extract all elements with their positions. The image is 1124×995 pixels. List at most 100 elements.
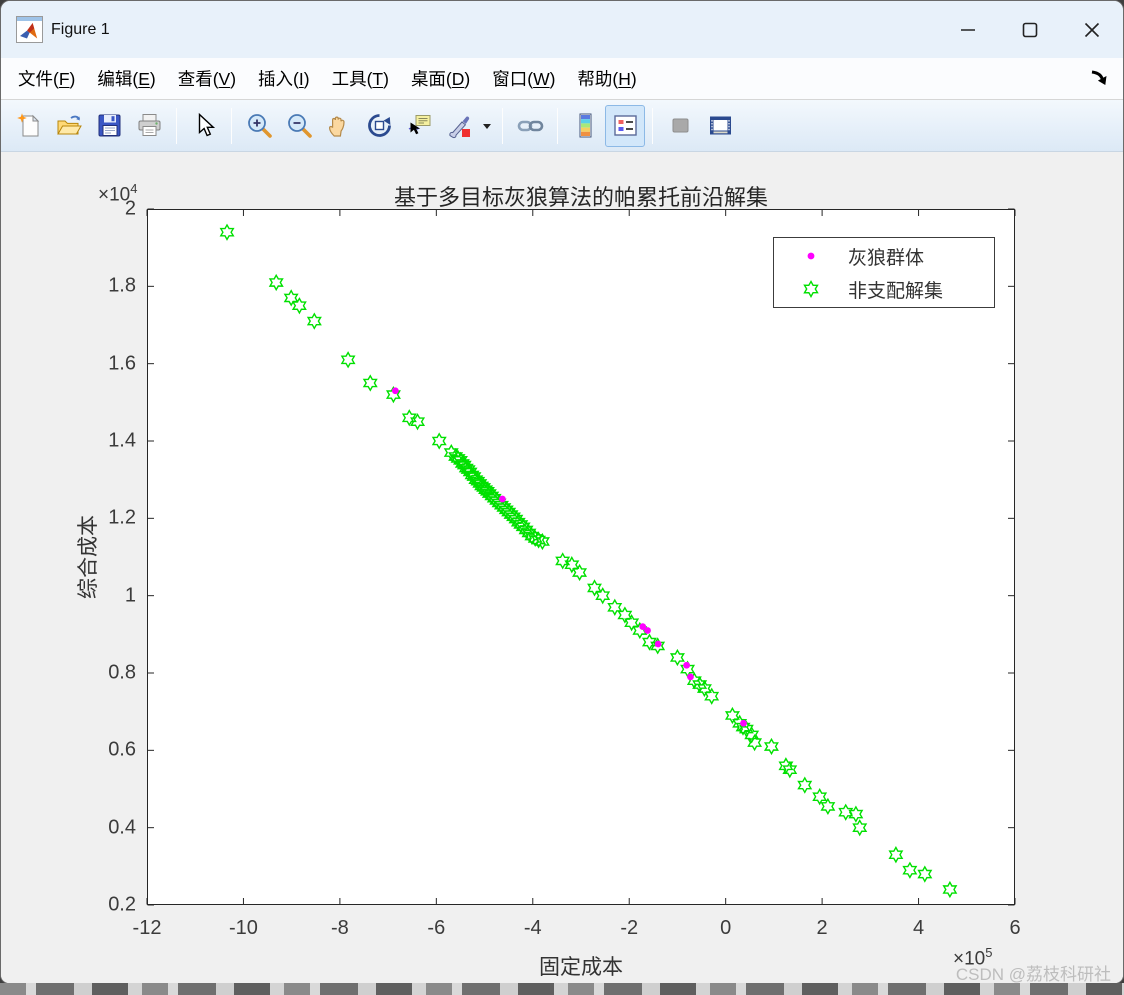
legend-row: 灰狼群体 [774,240,994,273]
hexagram-marker [587,579,602,597]
y-tick-label: 0.8 [108,661,136,684]
hexagram-marker [704,687,720,705]
menu-item-tools[interactable]: 工具(T) [331,68,389,89]
toolbar-separator [502,107,503,144]
new-figure-button[interactable] [9,105,49,147]
dot-marker [683,661,691,669]
y-tick-label: 1.8 [108,274,136,297]
y-tick-label: 1 [124,584,136,607]
legend[interactable]: 灰狼群体 非支配解集 [773,237,995,308]
figure-canvas: 基于多目标灰狼算法的帕累托前沿解集 ×104 -12 -10 -8 -6 -4 -2 0 2 4… [1,152,1123,983]
x-tick-label: -2 [620,917,639,939]
insert-legend-button[interactable] [605,104,645,147]
save-figure-icon [98,114,120,137]
new-figure-icon [16,113,39,137]
edit-plot-button[interactable] [184,105,224,147]
link-plot-icon [517,120,543,132]
dot-marker [498,495,506,503]
x-tick-label: -4 [523,917,542,939]
hexagram-marker [852,819,868,837]
brush-button[interactable] [439,105,479,147]
hexagram-marker [454,454,470,473]
menu-item-insert[interactable]: 插入(I) [258,68,310,89]
hexagram-marker [669,648,685,667]
hexagram-marker [431,432,447,450]
minimize-icon [961,28,975,31]
print-figure-button[interactable] [129,105,169,147]
hexagram-marker [782,761,798,779]
x-tick-label: -10 [228,917,258,939]
window-controls [937,1,1123,58]
dot-marker [654,640,662,648]
legend-hexagram-marker [774,278,848,300]
title-bar[interactable]: Figure 1 [1,1,1123,58]
menu-item-view[interactable]: 查看(V) [177,68,237,89]
brush-icon [448,116,470,139]
dock-arrow-icon[interactable] [1087,66,1113,92]
hide-plot-tools-icon [672,118,688,133]
zoom-out-button[interactable] [279,105,319,147]
dot-marker [740,719,747,727]
hexagram-marker [268,273,284,292]
y-tick-label: 0.2 [108,893,136,916]
close-button[interactable] [1061,1,1123,58]
scatter-plot-svg [146,208,1016,906]
link-plot-button[interactable] [510,105,550,147]
legend-row: 非支配解集 [774,273,994,306]
insert-colorbar-button[interactable] [565,105,605,147]
toolbar-separator [231,107,232,144]
hexagram-marker [650,637,666,655]
dock-figure-button[interactable] [700,105,740,147]
hexagram-marker [555,552,571,570]
menu-item-help[interactable]: 帮助(H) [577,68,637,89]
pan-icon [328,116,345,137]
hexagram-marker [340,351,356,369]
data-cursor-button[interactable] [399,105,439,147]
hexagram-marker [510,513,526,531]
hexagram-marker [763,737,779,756]
hide-plot-tools-button[interactable] [660,105,700,147]
hexagram-marker [696,679,712,698]
toolbar-separator [176,107,177,144]
y-axis-label: 综合成本 [77,515,100,599]
hexagram-marker [362,374,378,392]
plot-area[interactable] [146,208,1016,906]
minimize-button[interactable] [937,1,999,58]
pan-button[interactable] [319,105,359,147]
menu-item-desktop[interactable]: 桌面(D) [410,68,471,89]
hexagram-marker [942,880,958,899]
zoom-in-button[interactable] [239,105,279,147]
y-tick-label: 1.2 [108,506,136,529]
hexagram-marker [848,805,864,823]
open-file-button[interactable] [49,105,89,147]
legend-label: 灰狼群体 [848,247,925,269]
dot-marker [687,673,694,681]
rotate-3d-button[interactable] [359,105,399,147]
hexagram-marker [481,484,497,503]
brush-menu-caret-button[interactable] [479,105,495,147]
maximize-icon [1022,22,1038,37]
hexagram-marker [484,487,500,505]
menu-item-window[interactable]: 窗口(W) [492,68,556,89]
x-tick-label: 2 [816,917,828,939]
save-figure-button[interactable] [89,105,129,147]
hexagram-marker [385,385,401,404]
y-tick-label: 0.6 [108,738,136,761]
hexagram-marker [812,788,828,806]
hexagram-marker [564,556,580,574]
open-file-icon [56,115,82,135]
menu-item-edit[interactable]: 编辑(E) [97,68,156,89]
dot-marker [644,627,651,634]
watermark: CSDN @荔枝科研社 [955,965,1111,984]
hexagram-marker [291,297,307,315]
insert-legend-icon [613,115,637,136]
hexagram-marker [744,726,760,744]
maximize-button[interactable] [999,1,1061,58]
zoom-in-icon [247,114,272,138]
hexagram-marker [572,563,588,582]
menu-item-file[interactable]: 文件(F) [18,68,76,89]
hexagram-marker [902,861,918,879]
hexagram-marker [607,598,623,616]
data-cursor-icon [408,115,430,135]
x-tick-label: -6 [427,917,446,939]
